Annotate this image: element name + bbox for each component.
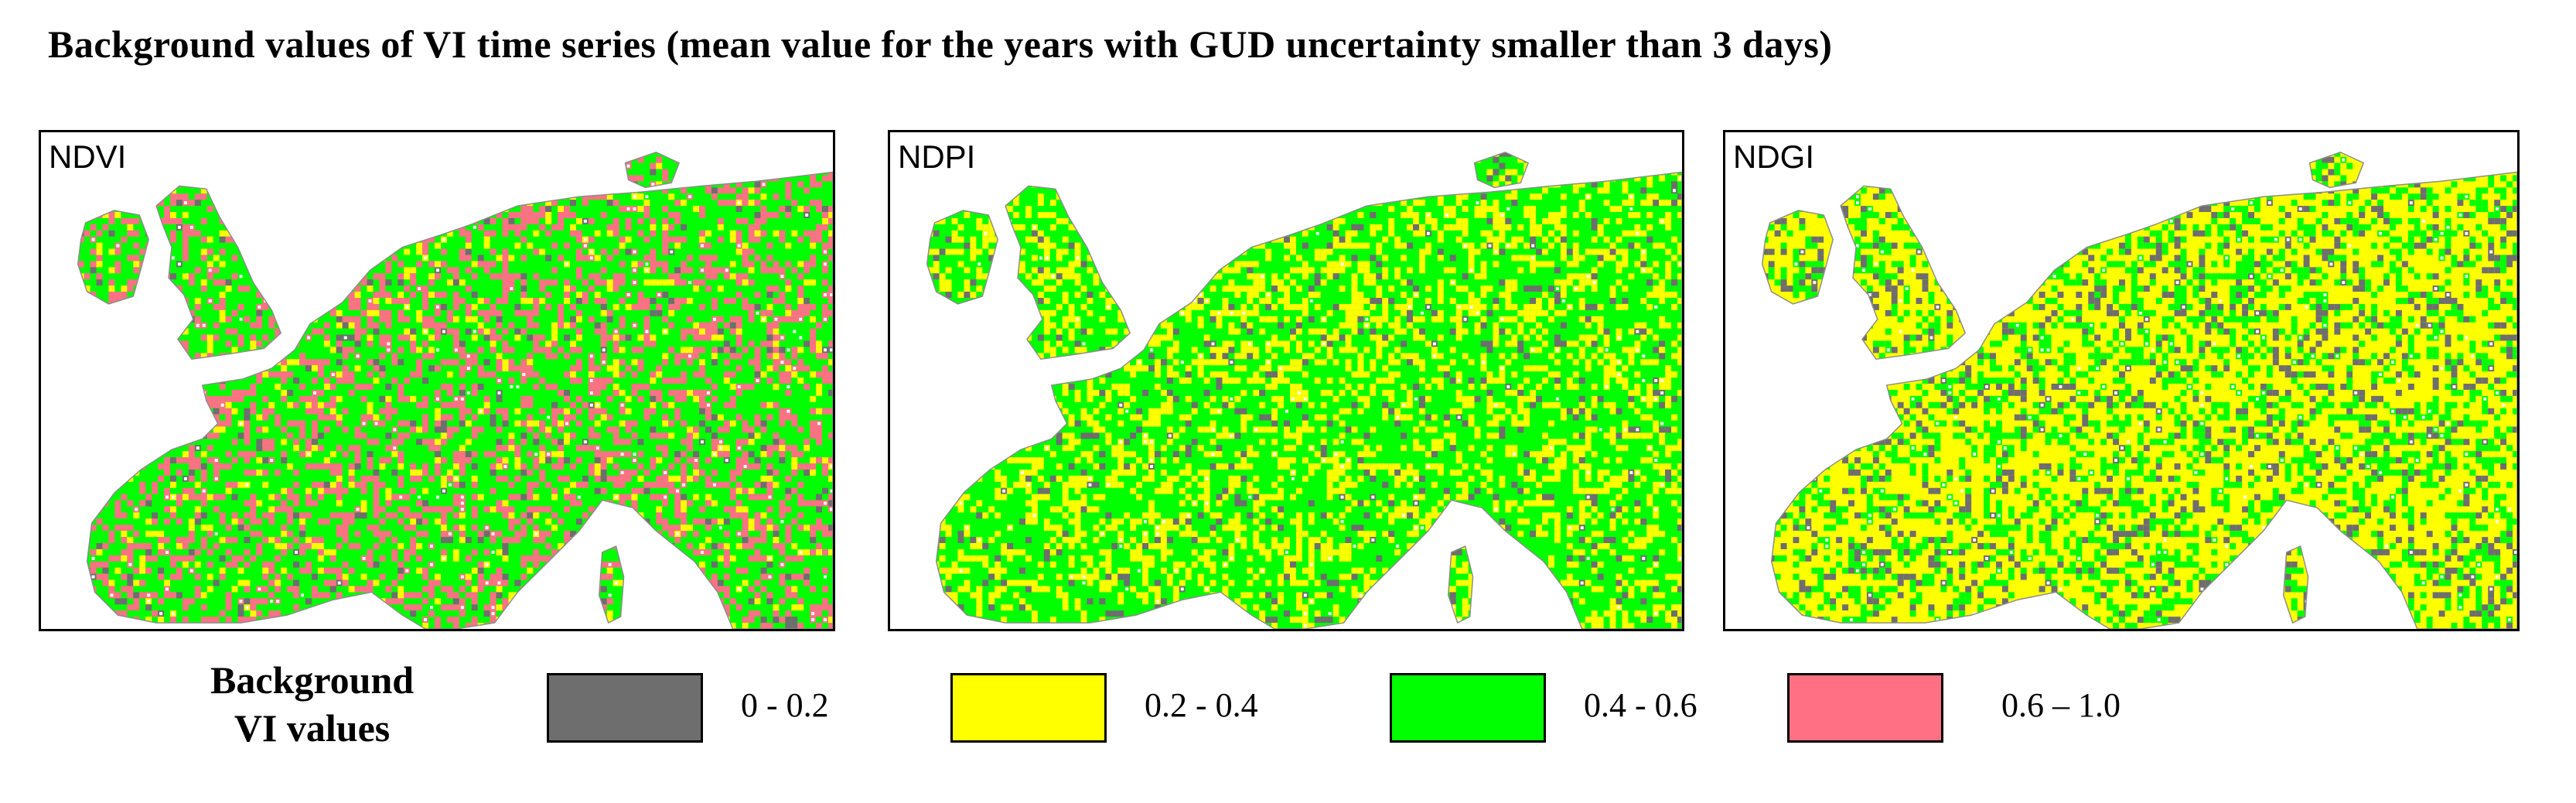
panel-label-ndvi: NDVI [49,138,127,175]
coastline [86,171,833,629]
land-pixels [77,152,833,629]
coastline [2308,151,2365,189]
land-pixels [1762,152,2517,629]
legend-swatch-yellow [950,673,1107,743]
coastline [599,545,625,624]
legend-label-3: 0.6 – 1.0 [2001,686,2121,724]
legend-swatch-grey [547,673,703,743]
coastline [1840,185,1967,360]
legend-swatch-pink [1787,673,1943,743]
coastline [926,210,998,305]
coastline [155,185,282,360]
coastline [624,151,681,189]
map-panel-ndvi: NDVI [39,130,835,631]
coastline [1761,210,1834,305]
map-ndpi [926,151,1682,629]
coastline [77,210,149,305]
legend-label-1: 0.2 - 0.4 [1145,686,1258,724]
legend-title-line1: Background [210,658,415,702]
map-panel-ndgi: NDGI [1723,130,2520,631]
coastline [1473,151,1530,189]
figure-title: Background values of VI time series (mea… [48,22,1833,66]
coastline [2283,545,2309,624]
panel-label-ndgi: NDGI [1733,138,1814,175]
legend-label-0: 0 - 0.2 [741,686,829,724]
legend-label-2: 0.4 - 0.6 [1584,686,1697,724]
land-pixels [926,152,1682,629]
legend-title-line2: VI values [234,706,391,750]
panel-label-ndpi: NDPI [898,138,976,175]
coastline [935,171,1682,629]
map-panel-ndpi: NDPI [888,130,1684,631]
coastline [1448,545,1474,624]
coastline [1770,171,2517,629]
coastline [1005,185,1131,360]
legend-swatch-green [1390,673,1546,743]
map-ndvi [77,151,833,629]
map-ndgi [1761,151,2517,629]
legend-title: Background VI values [210,656,414,752]
